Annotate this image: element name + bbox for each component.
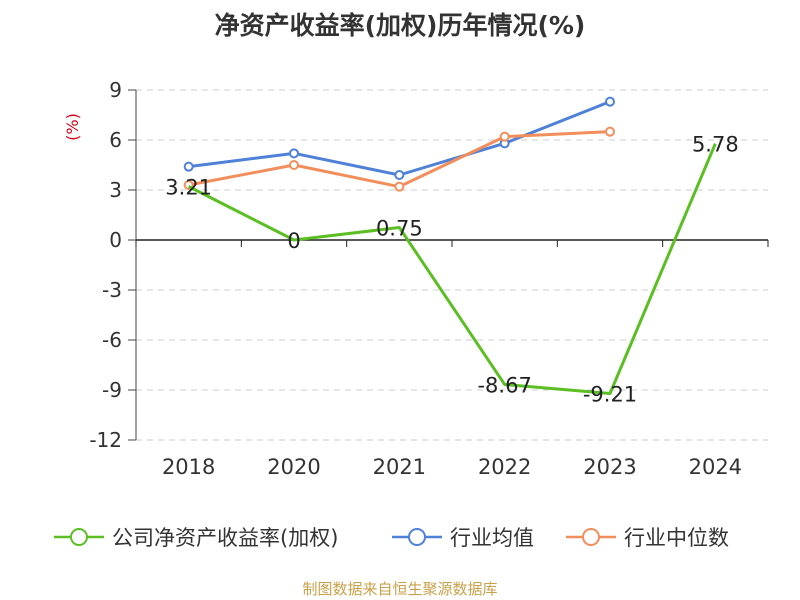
data-label: -9.21: [583, 383, 637, 407]
legend-marker-company: [54, 528, 104, 546]
legend: 公司净资产收益率(加权) 行业均值 行业中位数: [0, 520, 800, 554]
legend-item-industry-avg[interactable]: 行业均值: [392, 520, 534, 554]
data-point-marker: [289, 160, 299, 170]
x-tick-label: 2020: [267, 455, 320, 479]
data-labels: 3.21 0 0.75 -8.67 -9.21 5.78: [165, 133, 738, 407]
x-tick-label: 2024: [689, 455, 742, 479]
y-tick-label: -9: [102, 378, 122, 402]
source-note: 制图数据来自恒生聚源数据库: [302, 580, 498, 598]
data-point-marker: [289, 148, 299, 159]
data-point-marker: [394, 170, 405, 180]
series-line-1: [188, 100, 611, 177]
y-tick-label: -6: [102, 328, 122, 352]
data-label: 0.75: [376, 217, 423, 241]
data-point-marker: [605, 126, 615, 137]
y-tick-label: 3: [109, 178, 122, 202]
chart-title: 净资产收益率(加权)历年情况(%): [214, 11, 586, 40]
x-tick-label: 2021: [373, 455, 426, 479]
series-line-0: [187, 143, 717, 395]
axes: 9 6 3 0 -3 -6 -9 -12 2018 2020 2021 2022 2023 2024: [89, 78, 769, 479]
legend-item-company[interactable]: 公司净资产收益率(加权): [54, 520, 338, 554]
data-point-marker: [183, 161, 194, 172]
data-label: 3.21: [165, 176, 212, 200]
legend-item-industry-median[interactable]: 行业中位数: [566, 520, 729, 554]
data-point-marker: [499, 131, 510, 142]
series-lines: [183, 96, 717, 395]
legend-label-industry-avg: 行业均值: [450, 526, 534, 550]
legend-label-industry-median: 行业中位数: [624, 526, 729, 550]
data-point-marker: [394, 181, 405, 192]
data-point-marker: [605, 96, 615, 107]
legend-marker-industry-median: [566, 528, 616, 546]
grid-lines: [136, 89, 768, 441]
x-tick-label: 2022: [478, 455, 531, 479]
legend-marker-industry-avg: [392, 528, 442, 546]
y-axis-label: (%): [63, 113, 82, 141]
data-label: 5.78: [692, 133, 739, 157]
y-tick-label: -3: [102, 278, 122, 302]
x-tick-label: 2023: [583, 455, 636, 479]
y-tick-label: 6: [109, 128, 122, 152]
y-tick-label: -12: [89, 428, 122, 452]
data-label: -8.67: [477, 374, 531, 398]
y-tick-label: 0: [109, 228, 122, 252]
data-label: 0: [287, 229, 300, 253]
x-tick-label: 2018: [162, 455, 215, 479]
legend-label-company: 公司净资产收益率(加权): [112, 526, 339, 550]
y-tick-label: 9: [109, 78, 122, 102]
